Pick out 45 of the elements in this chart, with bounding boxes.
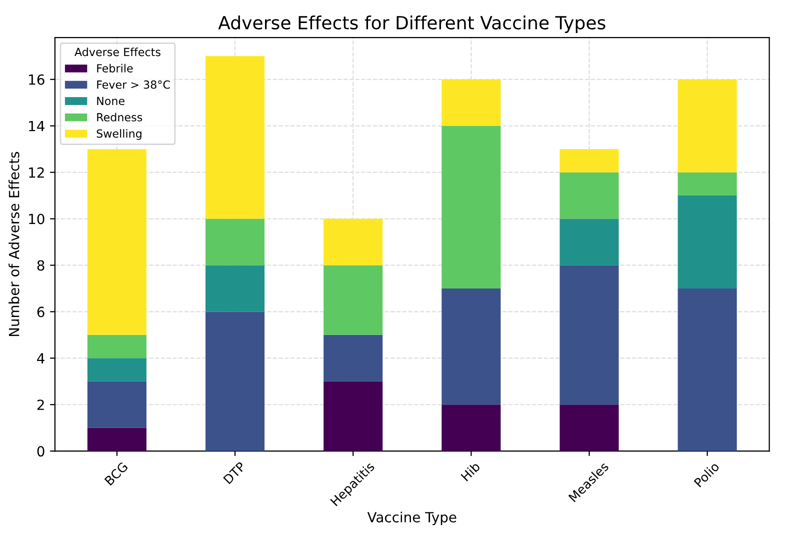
legend-title: Adverse Effects [74,48,160,56]
bar [560,149,619,172]
y-tick-label: 0 [37,446,44,457]
y-tick-label: 2 [37,400,44,410]
legend-label: Febrile [97,64,133,72]
y-tick-label: 8 [37,260,44,271]
bar [87,428,146,452]
y-tick-label: 4 [37,353,44,364]
bar [205,265,265,312]
legend-label: None [97,96,124,106]
bar [205,312,265,452]
bar [87,358,146,382]
bar [442,126,501,288]
bar [87,334,146,358]
bar [560,404,619,452]
bar [442,79,501,126]
bar [678,288,737,452]
y-tick-label: 10 [29,214,44,224]
bar [442,404,501,452]
bar [560,265,619,405]
bar [324,334,383,382]
legend-label: Swelling [96,129,142,140]
y-tick-label: 14 [29,121,44,132]
bar [442,288,501,405]
chart-title: Adverse Effects for Different Vaccine Types [218,16,606,34]
y-tick-label: 6 [37,306,44,318]
bar [324,381,383,452]
bar [87,381,146,428]
y-tick-label: 12 [29,167,44,178]
bar [324,265,383,335]
bar [205,56,265,219]
bar [678,172,737,196]
bar [678,196,737,288]
x-tick-label: Hib [460,461,481,482]
bar [560,218,619,266]
bar [205,218,265,266]
legend-label: Fever > 38°C [97,80,170,89]
y-tick-label: 16 [29,74,44,85]
x-axis-title: Vaccine Type [367,512,456,526]
bar [560,172,619,219]
bar [324,218,383,266]
bar [678,79,737,172]
legend-label: Redness [97,112,142,122]
y-axis-title: Number of Adverse Effects [8,152,20,336]
bar [87,149,146,335]
